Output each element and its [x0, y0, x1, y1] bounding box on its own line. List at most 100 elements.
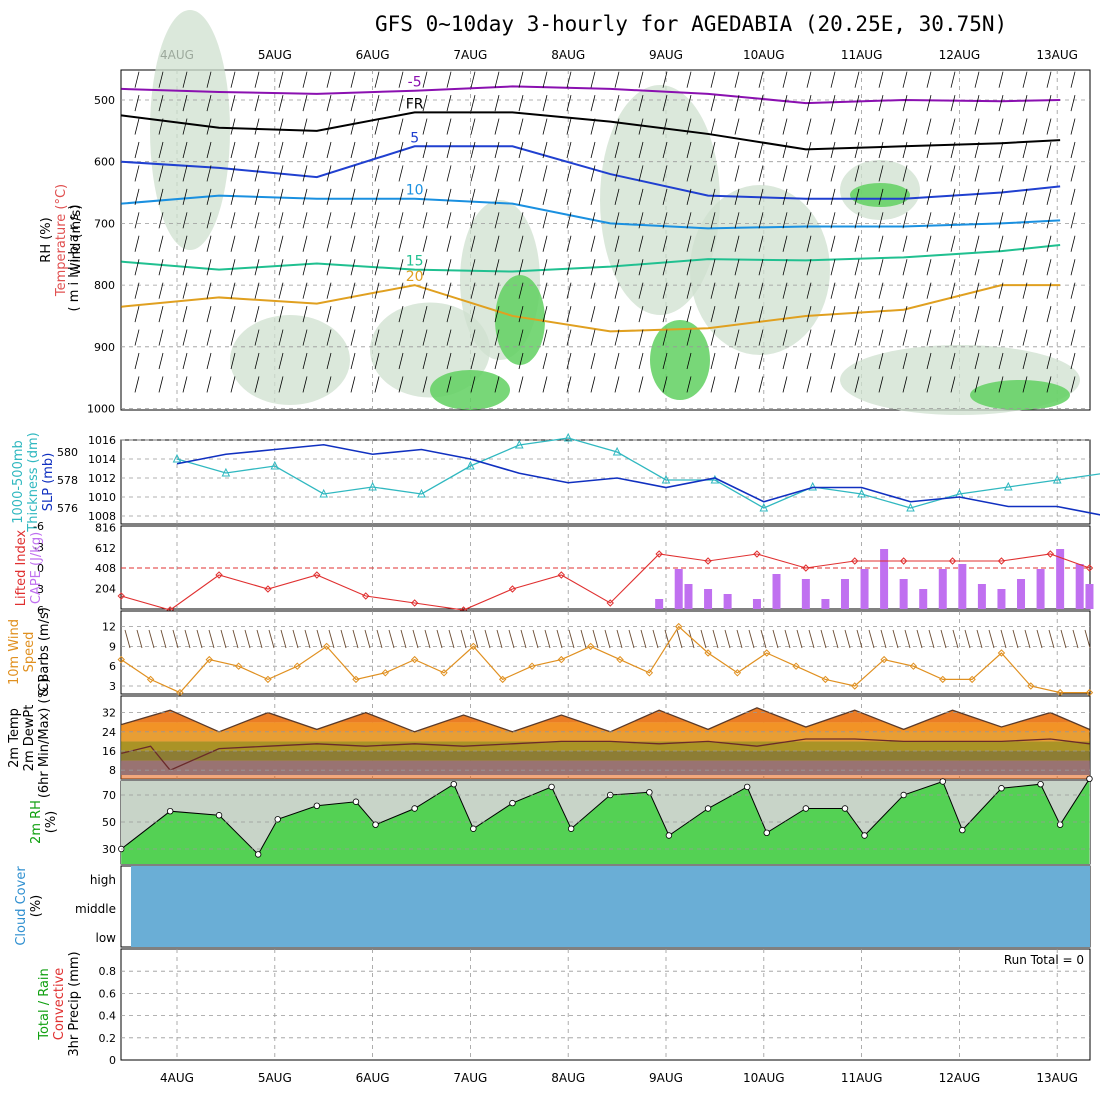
y-tick-label: 0.2	[99, 1032, 117, 1045]
wind-barb	[878, 306, 884, 323]
thickness-series-point	[857, 488, 866, 498]
wind-barb	[854, 259, 860, 276]
wind-barb	[542, 329, 548, 346]
wind-barb	[518, 71, 524, 88]
wind-barb	[734, 376, 740, 393]
wind-barb-10m	[820, 629, 827, 649]
wind-barb	[494, 259, 500, 276]
wind-barb	[1070, 118, 1076, 135]
wind-barb	[230, 282, 236, 299]
wind-barb	[518, 165, 524, 182]
lifted-index-series-point	[851, 557, 859, 565]
y-tick-label: 12	[102, 621, 116, 634]
wind-barb	[662, 376, 668, 393]
wind-barb	[182, 165, 188, 182]
wind-barb	[134, 71, 140, 88]
wind-barb	[278, 306, 284, 323]
wind-barb	[926, 235, 932, 252]
wind-barb	[374, 188, 380, 205]
y-tick-label: 16	[102, 745, 116, 758]
wind-barb-10m	[700, 629, 707, 649]
wind-barb	[806, 212, 812, 229]
wind-barb-10m	[448, 629, 455, 649]
wind-barb	[1070, 188, 1076, 205]
wind-barb	[158, 352, 164, 370]
wind-barb	[638, 212, 644, 229]
rh-point	[1037, 781, 1044, 788]
wind-barb	[158, 188, 164, 205]
wind-barb-10m	[256, 629, 263, 649]
wind-barb	[350, 71, 356, 88]
wind-barb	[1022, 141, 1028, 159]
lifted-index-series-point	[899, 557, 908, 565]
wind-barb	[398, 329, 404, 346]
wind-barb	[974, 188, 980, 205]
wind-barb	[950, 376, 956, 393]
axis-label-part: SLP (mb)	[41, 453, 56, 512]
thickness-series-point	[563, 432, 573, 442]
wind-barb	[830, 165, 836, 182]
wind-barb-10m	[832, 629, 839, 649]
wind-barb	[494, 188, 500, 205]
axis-label-part: 2m DewPt	[22, 705, 37, 772]
lifted-index-series-point	[704, 557, 712, 565]
wind-speed-series	[120, 625, 1090, 694]
wind-barb	[974, 95, 980, 112]
wind-barb	[734, 352, 740, 370]
rh-shading	[230, 315, 350, 405]
cape-bar	[860, 569, 869, 609]
x-tick-label-bottom: 8AUG	[551, 1071, 585, 1085]
wind-barb	[902, 95, 908, 112]
wind-barb-10m	[652, 629, 659, 649]
x-tick-label-bottom: 10AUG	[743, 1071, 785, 1085]
wind-barb	[398, 212, 404, 229]
axis-label-part: 3hr Precip (mm)	[67, 951, 82, 1056]
wind-barb	[974, 376, 980, 393]
wind-barb	[134, 95, 140, 112]
wind-barb-10m	[292, 629, 299, 649]
wind-barb-10m	[484, 629, 491, 649]
wind-barb-10m	[964, 629, 971, 649]
wind-barb	[182, 118, 188, 135]
isotherm-label: 10	[406, 183, 424, 199]
wind-barb	[422, 118, 428, 135]
thickness-series-point	[906, 502, 915, 512]
wind-barb	[566, 352, 572, 370]
wind-barb	[830, 282, 836, 299]
wind-barb	[278, 376, 284, 393]
cape-bar	[1085, 584, 1094, 609]
wind-barb-10m	[232, 629, 239, 649]
wind-barb	[182, 352, 188, 370]
wind-barb	[638, 306, 644, 323]
wind-barb	[686, 95, 692, 112]
wind-barb	[446, 282, 452, 299]
wind-barb	[614, 188, 620, 205]
wind-barb	[1046, 71, 1052, 88]
wind-barb	[542, 95, 548, 112]
wind-barb	[950, 165, 956, 182]
thickness-series-point	[612, 446, 622, 456]
wind-barb	[374, 306, 380, 323]
wind-barb	[326, 188, 332, 205]
axis-label-part: Cloud Cover	[14, 866, 29, 946]
axis-label-part: (%)	[29, 895, 44, 918]
wind-barb	[182, 71, 188, 88]
wind-barb	[254, 259, 260, 276]
wind-barb	[254, 352, 260, 370]
wind-barb	[254, 118, 260, 135]
wind-barb	[494, 329, 500, 346]
wind-speed-series-point	[557, 655, 566, 664]
wind-barb	[926, 282, 932, 299]
axis-label-part: 2m Temp	[7, 708, 22, 768]
wind-barb	[278, 141, 284, 159]
x-tick-label-top: 6AUG	[356, 48, 390, 62]
wind-barb	[926, 212, 932, 229]
wind-barb	[470, 259, 476, 276]
thickness-series-point	[759, 502, 769, 512]
wind-barb-10m	[1000, 629, 1007, 649]
wind-barb	[278, 329, 284, 346]
wind-barb	[806, 95, 812, 112]
wind-barb	[710, 165, 716, 182]
thickness-series-point	[466, 460, 475, 470]
y-tick-label-right: 816	[95, 521, 116, 534]
